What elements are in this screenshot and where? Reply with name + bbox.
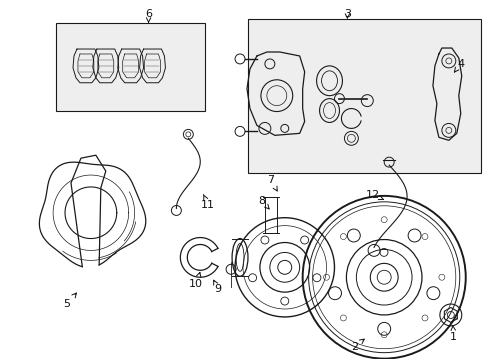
Text: 6: 6 [145, 9, 152, 22]
Text: 7: 7 [267, 175, 277, 191]
Text: 8: 8 [258, 196, 268, 209]
Bar [264, 197, 276, 233]
Text: 1: 1 [449, 326, 456, 342]
Bar [56, 23, 205, 111]
Bar [247, 19, 480, 173]
Text: 11: 11 [201, 194, 215, 210]
Text: 10: 10 [189, 272, 203, 289]
Text: 12: 12 [366, 190, 383, 200]
Text: 4: 4 [453, 59, 464, 72]
Text: 2: 2 [350, 339, 364, 352]
Text: 9: 9 [213, 280, 221, 294]
Text: 5: 5 [63, 293, 76, 309]
Text: 3: 3 [343, 9, 350, 19]
